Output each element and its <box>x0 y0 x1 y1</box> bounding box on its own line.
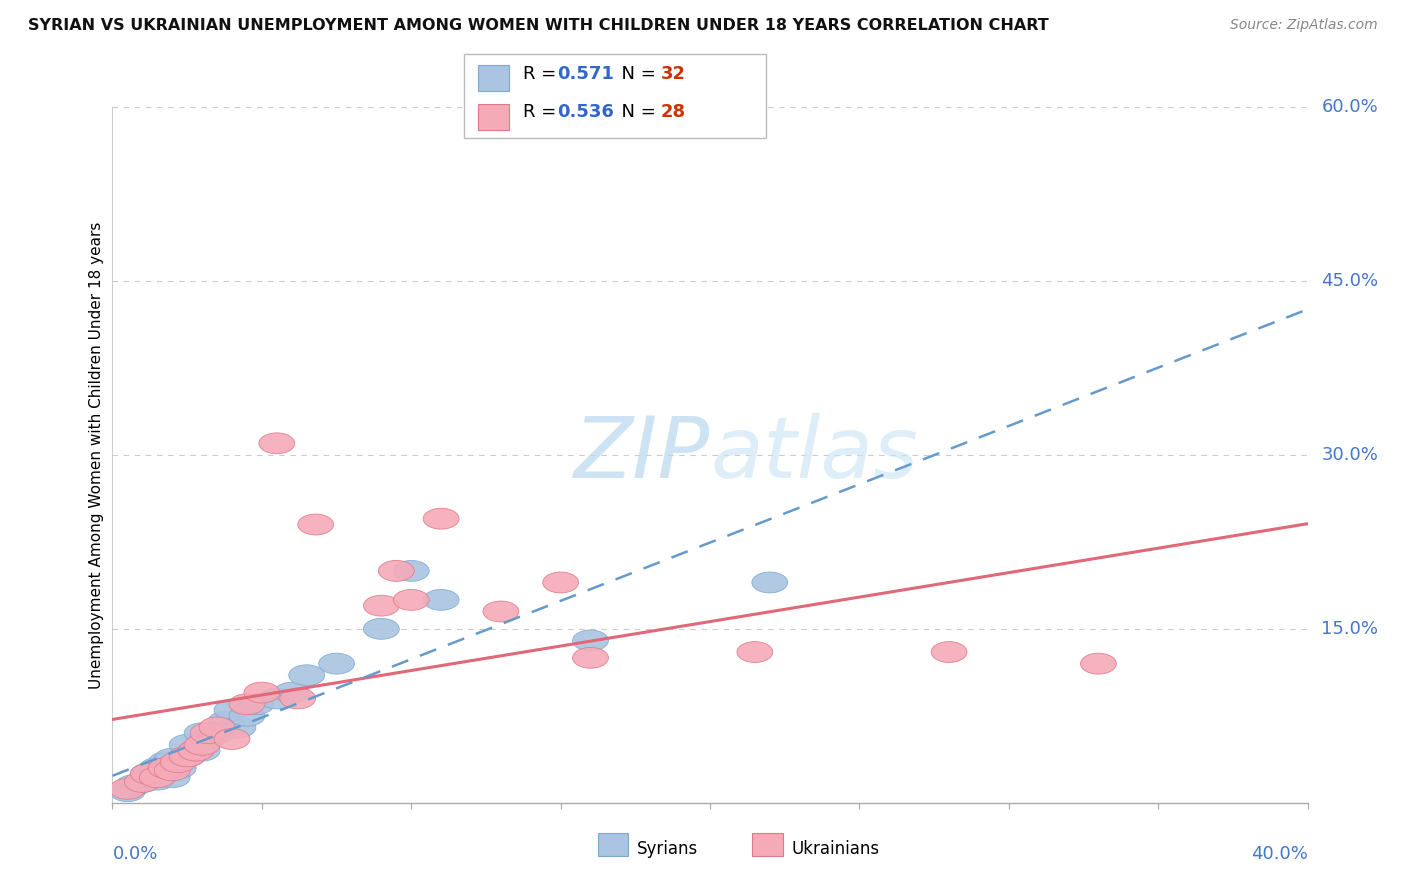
Ellipse shape <box>572 630 609 651</box>
Ellipse shape <box>139 767 176 788</box>
Ellipse shape <box>363 618 399 640</box>
Ellipse shape <box>190 723 226 744</box>
Text: R =: R = <box>523 64 562 82</box>
Ellipse shape <box>363 595 399 616</box>
Text: atlas: atlas <box>710 413 918 497</box>
Text: ZIP: ZIP <box>574 413 710 497</box>
Ellipse shape <box>131 764 166 784</box>
Ellipse shape <box>274 682 309 703</box>
Ellipse shape <box>184 740 221 761</box>
Text: 15.0%: 15.0% <box>1322 620 1378 638</box>
Ellipse shape <box>184 734 221 756</box>
Ellipse shape <box>208 711 245 732</box>
Text: 60.0%: 60.0% <box>1322 98 1378 116</box>
Ellipse shape <box>298 514 333 535</box>
Ellipse shape <box>160 752 197 772</box>
Text: Ukrainians: Ukrainians <box>792 840 880 858</box>
Text: 0.0%: 0.0% <box>112 845 157 863</box>
Ellipse shape <box>229 706 264 726</box>
Text: N =: N = <box>610 64 662 82</box>
Ellipse shape <box>169 746 205 767</box>
Ellipse shape <box>200 723 235 744</box>
Ellipse shape <box>214 729 250 749</box>
Text: 40.0%: 40.0% <box>1251 845 1308 863</box>
Text: SYRIAN VS UKRAINIAN UNEMPLOYMENT AMONG WOMEN WITH CHILDREN UNDER 18 YEARS CORREL: SYRIAN VS UKRAINIAN UNEMPLOYMENT AMONG W… <box>28 18 1049 33</box>
Ellipse shape <box>110 780 145 802</box>
Ellipse shape <box>169 746 205 767</box>
Ellipse shape <box>115 775 152 796</box>
Ellipse shape <box>931 641 967 663</box>
Ellipse shape <box>190 729 226 749</box>
Text: Syrians: Syrians <box>637 840 699 858</box>
Ellipse shape <box>737 641 773 663</box>
Ellipse shape <box>1080 653 1116 674</box>
Ellipse shape <box>179 740 214 761</box>
Ellipse shape <box>219 717 256 738</box>
Ellipse shape <box>543 572 579 593</box>
Ellipse shape <box>125 772 160 792</box>
Ellipse shape <box>423 590 458 610</box>
Text: 0.536: 0.536 <box>557 103 613 121</box>
Ellipse shape <box>139 769 176 790</box>
Ellipse shape <box>200 717 235 738</box>
Text: 30.0%: 30.0% <box>1322 446 1378 464</box>
Ellipse shape <box>169 734 205 756</box>
Ellipse shape <box>184 723 221 744</box>
Ellipse shape <box>288 665 325 686</box>
Text: 32: 32 <box>661 64 686 82</box>
Ellipse shape <box>229 694 264 714</box>
Ellipse shape <box>155 748 190 769</box>
Ellipse shape <box>139 757 176 779</box>
Ellipse shape <box>131 764 166 784</box>
Text: 0.571: 0.571 <box>557 64 613 82</box>
Ellipse shape <box>155 767 190 788</box>
Ellipse shape <box>125 772 160 792</box>
Text: 28: 28 <box>661 103 686 121</box>
Ellipse shape <box>148 757 184 779</box>
Text: N =: N = <box>610 103 662 121</box>
Ellipse shape <box>160 757 197 779</box>
Y-axis label: Unemployment Among Women with Children Under 18 years: Unemployment Among Women with Children U… <box>89 221 104 689</box>
Ellipse shape <box>214 699 250 721</box>
Ellipse shape <box>110 779 145 799</box>
Ellipse shape <box>394 590 429 610</box>
Ellipse shape <box>259 433 295 454</box>
Ellipse shape <box>572 648 609 668</box>
Ellipse shape <box>752 572 787 593</box>
Ellipse shape <box>155 760 190 780</box>
Ellipse shape <box>259 688 295 709</box>
Ellipse shape <box>319 653 354 674</box>
Ellipse shape <box>145 764 181 784</box>
Text: Source: ZipAtlas.com: Source: ZipAtlas.com <box>1230 18 1378 32</box>
Ellipse shape <box>484 601 519 622</box>
Ellipse shape <box>245 682 280 703</box>
Ellipse shape <box>148 752 184 772</box>
Text: 45.0%: 45.0% <box>1322 272 1379 290</box>
Ellipse shape <box>179 740 214 761</box>
Ellipse shape <box>238 694 274 714</box>
Text: R =: R = <box>523 103 562 121</box>
Ellipse shape <box>423 508 458 529</box>
Ellipse shape <box>378 560 415 582</box>
Ellipse shape <box>394 560 429 582</box>
Ellipse shape <box>280 688 315 709</box>
